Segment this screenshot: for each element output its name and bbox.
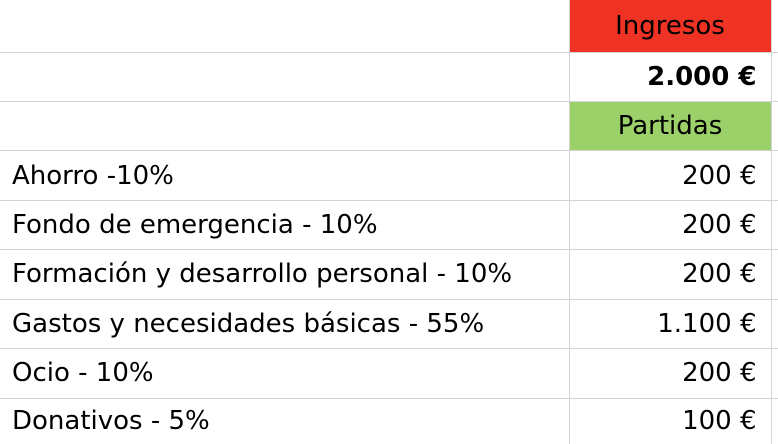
table-row: Donativos - 5% 100 € [0,397,778,444]
edge-cell[interactable] [770,199,778,251]
table-row: Ocio - 10% 200 € [0,348,778,399]
row-value-cell[interactable]: 1.100 € [568,298,772,350]
header-row-ingresos: Ingresos [0,0,778,53]
edge-cell[interactable] [770,249,778,300]
ingresos-header-cell[interactable]: Ingresos [568,0,772,53]
row-label-cell[interactable]: Formación y desarrollo personal - 10% [0,249,570,300]
row-value-cell[interactable]: 200 € [568,348,772,399]
total-row: 2.000 € [0,51,778,102]
edge-cell[interactable] [770,348,778,399]
row-label-cell[interactable]: Ocio - 10% [0,348,570,399]
row-value-cell[interactable]: 200 € [568,150,772,201]
row-label-cell[interactable]: Donativos - 5% [0,397,570,444]
empty-cell[interactable] [0,51,570,102]
row-label-cell[interactable]: Fondo de emergencia - 10% [0,199,570,251]
table-row: Gastos y necesidades básicas - 55% 1.100… [0,298,778,350]
edge-cell[interactable] [770,150,778,201]
row-label-cell[interactable]: Gastos y necesidades básicas - 55% [0,298,570,350]
edge-cell[interactable] [770,0,778,53]
empty-cell[interactable] [0,100,570,152]
partidas-header-cell[interactable]: Partidas [568,100,772,152]
edge-cell[interactable] [770,298,778,350]
edge-cell[interactable] [770,100,778,152]
row-value-cell[interactable]: 200 € [568,249,772,300]
total-income-cell[interactable]: 2.000 € [568,51,772,102]
edge-cell[interactable] [770,397,778,444]
row-value-cell[interactable]: 100 € [568,397,772,444]
edge-cell[interactable] [770,51,778,102]
table-row: Ahorro -10% 200 € [0,150,778,201]
empty-cell[interactable] [0,0,570,53]
table-row: Formación y desarrollo personal - 10% 20… [0,249,778,300]
table-row: Fondo de emergencia - 10% 200 € [0,199,778,251]
row-label-cell[interactable]: Ahorro -10% [0,150,570,201]
header-row-partidas: Partidas [0,100,778,152]
row-value-cell[interactable]: 200 € [568,199,772,251]
